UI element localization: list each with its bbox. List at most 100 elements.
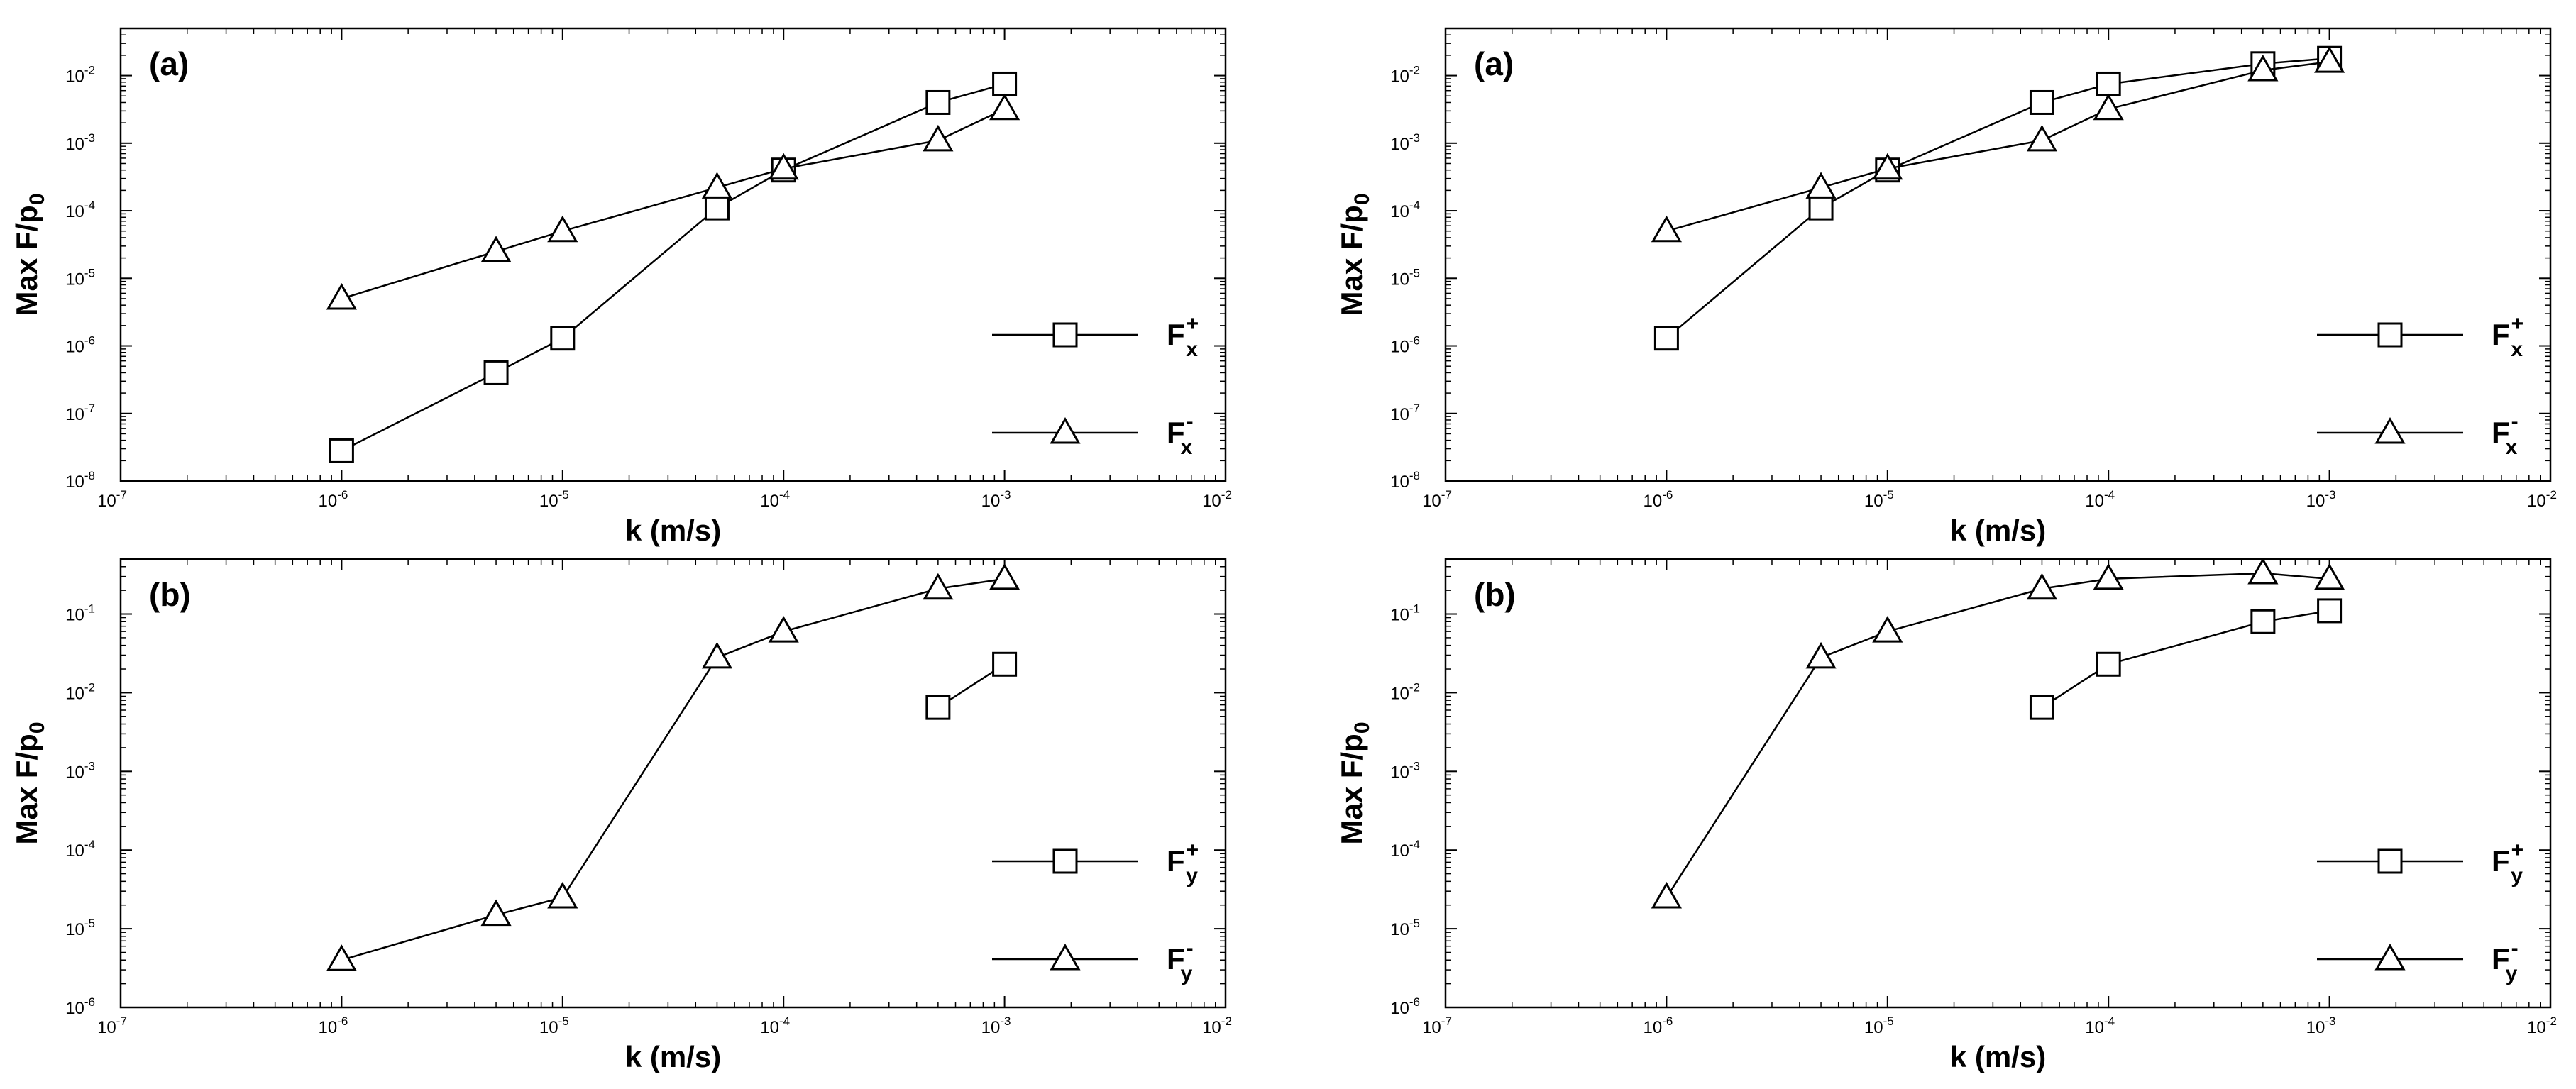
y-tick-label: 10-7 — [1390, 402, 1420, 424]
y-tick-base: 10 — [65, 67, 84, 87]
y-tick-base: 10 — [65, 841, 84, 861]
data-point-triangle — [1805, 641, 1837, 669]
y-tick-exponent: -5 — [1409, 917, 1420, 930]
x-tick-exponent: -4 — [2104, 488, 2115, 502]
data-point-triangle — [989, 563, 1020, 590]
x-tick-exponent: -3 — [1000, 488, 1011, 502]
x-tick-exponent: -7 — [116, 1015, 127, 1028]
x-tick-base: 10 — [2306, 1018, 2325, 1037]
x-tick-base: 10 — [318, 1018, 337, 1037]
data-point-triangle — [768, 616, 799, 643]
panel-label: (a) — [149, 45, 189, 82]
y-tick-label: 10-2 — [65, 64, 95, 87]
x-tick-exponent: -4 — [2104, 1015, 2115, 1028]
y-tick-label: 10-4 — [1390, 199, 1420, 221]
y-tick-base: 10 — [1390, 270, 1409, 289]
x-tick-label: 10-7 — [97, 1015, 127, 1037]
y-tick-label: 10-8 — [65, 469, 95, 492]
y-tick-base: 10 — [1390, 999, 1409, 1018]
y-tick-label: 10-2 — [65, 680, 95, 703]
legend-label: F- x — [1167, 410, 1194, 459]
data-point-triangle — [547, 215, 578, 243]
series-minus — [1651, 46, 2345, 243]
data-point-square — [925, 695, 951, 720]
y-tick-exponent: -6 — [1409, 995, 1420, 1009]
legend-label-main: F — [1167, 416, 1185, 449]
data-point-triangle — [1651, 215, 1682, 243]
data-point-square — [2029, 695, 2054, 720]
data-point-triangle — [1872, 153, 1903, 180]
x-tick-label: 10-3 — [981, 1015, 1011, 1037]
x-tick-exponent: -2 — [1221, 488, 1232, 502]
data-point-square — [925, 89, 951, 115]
x-tick-exponent: -7 — [1441, 488, 1452, 502]
x-axis-title: k (m/s) — [625, 1040, 721, 1073]
y-tick-base: 10 — [65, 606, 84, 625]
y-tick-label: 10-3 — [1390, 131, 1420, 154]
legend-label-main: F — [2492, 318, 2510, 351]
x-tick-exponent: -7 — [116, 488, 127, 502]
y-tick-base: 10 — [1390, 67, 1409, 87]
x-tick-base: 10 — [2527, 492, 2546, 511]
legend-label-main: F — [2492, 844, 2510, 878]
legend-label-superscript: + — [2511, 839, 2524, 862]
y-tick-label: 10-4 — [1390, 838, 1420, 861]
y-tick-exponent: -5 — [84, 917, 95, 930]
legend-marker-square — [2377, 322, 2403, 348]
x-tick-label: 10-6 — [1643, 488, 1673, 511]
data-point-square — [483, 360, 509, 385]
data-point-triangle — [768, 153, 799, 180]
y-tick-exponent: -6 — [84, 334, 95, 348]
y-tick-label: 10-4 — [65, 199, 95, 221]
y-tick-base: 10 — [1390, 405, 1409, 424]
x-tick-base: 10 — [1422, 1018, 1441, 1037]
y-tick-exponent: -5 — [84, 266, 95, 280]
x-tick-exponent: -4 — [779, 1015, 790, 1028]
x-tick-exponent: -6 — [337, 488, 348, 502]
x-tick-base: 10 — [981, 492, 1001, 511]
y-tick-exponent: -6 — [1409, 334, 1420, 348]
x-tick-label: 10-3 — [2306, 488, 2336, 511]
data-point-square — [550, 326, 576, 351]
legend-label-superscript: + — [1187, 839, 1199, 862]
y-tick-base: 10 — [1390, 763, 1409, 782]
x-tick-label: 10-7 — [1422, 1015, 1452, 1037]
y-tick-exponent: -2 — [1409, 64, 1420, 77]
y-tick-label: 10-5 — [1390, 266, 1420, 289]
x-tick-exponent: -5 — [1883, 488, 1894, 502]
legend-marker-triangle — [1050, 943, 1081, 971]
series-plus — [2029, 598, 2343, 720]
series-minus — [326, 93, 1020, 310]
x-tick-label: 10-6 — [1643, 1015, 1673, 1037]
x-tick-base: 10 — [2085, 492, 2104, 511]
data-point-triangle — [480, 236, 512, 262]
x-tick-label: 10-4 — [760, 1015, 790, 1037]
data-point-square — [992, 651, 1018, 677]
y-tick-exponent: -8 — [84, 469, 95, 482]
y-tick-label: 10-3 — [65, 759, 95, 782]
x-tick-label: 10-6 — [318, 1015, 348, 1037]
y-tick-exponent: -3 — [1409, 131, 1420, 145]
y-axis-title-subscript: 0 — [1350, 193, 1374, 205]
series-plus — [925, 651, 1018, 720]
data-point-triangle — [326, 944, 357, 971]
y-tick-base: 10 — [65, 999, 84, 1018]
legend: F+ xF-x — [992, 312, 1199, 459]
x-tick-exponent: -2 — [1221, 1015, 1232, 1028]
x-tick-base: 10 — [1202, 492, 1221, 511]
x-tick-base: 10 — [1643, 1018, 1662, 1037]
panel-4: 10-7 10-6 10-5 10-4 10-3 10-210-610-510-410-3… — [1335, 558, 2557, 1073]
x-tick-exponent: -6 — [1662, 1015, 1673, 1028]
y-tick-label: 10-2 — [1390, 680, 1420, 703]
x-tick-base: 10 — [539, 492, 558, 511]
y-tick-exponent: -2 — [84, 680, 95, 694]
legend-label-subscript: x — [2511, 338, 2523, 361]
y-tick-base: 10 — [1390, 472, 1409, 492]
legend-label-subscript: y — [2506, 962, 2518, 985]
y-axis-title-main: Max F/p — [10, 205, 43, 316]
x-tick-label: 10-5 — [539, 1015, 569, 1037]
y-tick-label: 10-6 — [65, 334, 95, 357]
data-point-triangle — [701, 172, 733, 199]
x-axis-title: k (m/s) — [1950, 1040, 2046, 1073]
legend-label-superscript: + — [2511, 312, 2524, 336]
